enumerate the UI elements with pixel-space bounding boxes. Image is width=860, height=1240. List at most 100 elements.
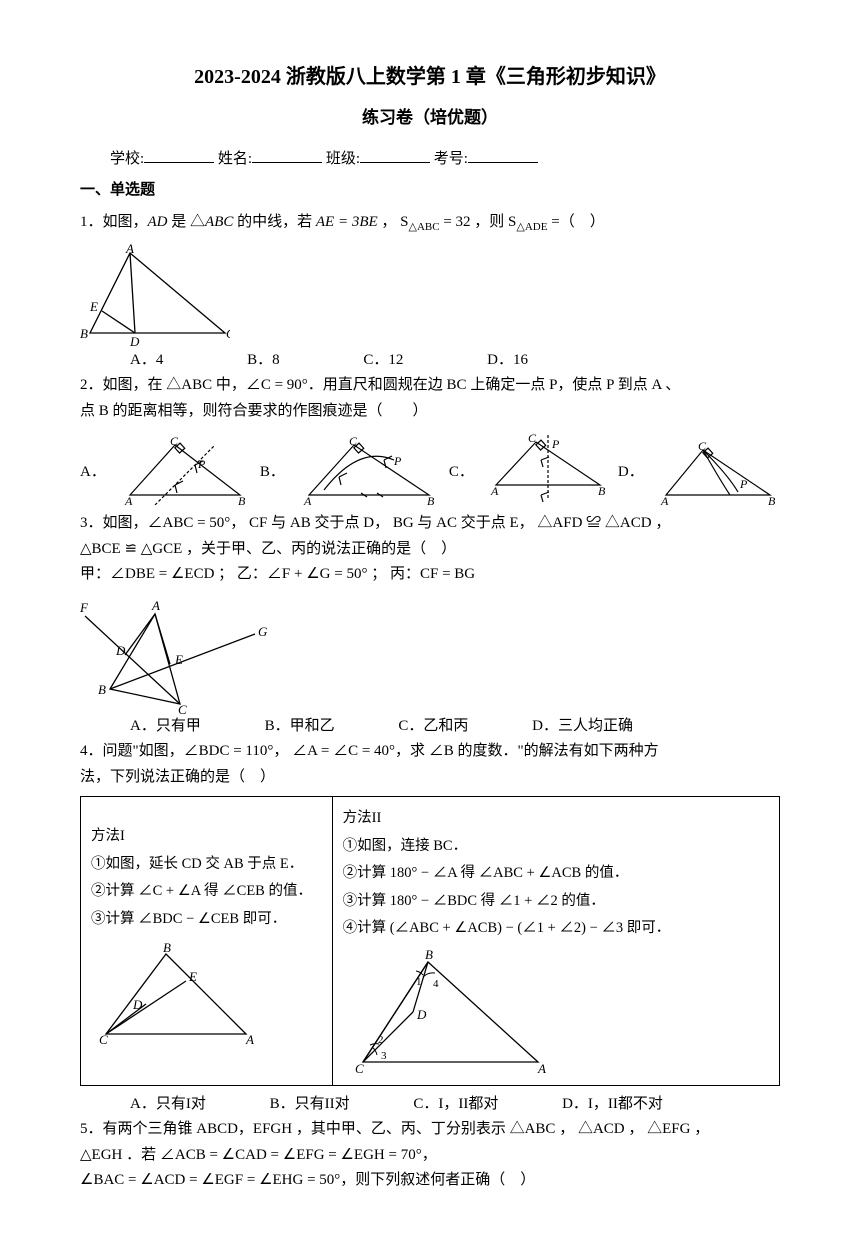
q3-optC: C．乙和丙	[398, 714, 468, 740]
svg-text:P: P	[551, 437, 560, 451]
svg-text:3: 3	[381, 1050, 387, 1062]
q2-figB: A B C P	[299, 435, 439, 505]
q2-labB: B．	[260, 460, 285, 506]
svg-text:A: A	[303, 494, 312, 505]
q4-line1: 4．问题"如图，∠BDC = 110°， ∠A = ∠C = 40°，求 ∠B …	[80, 739, 780, 765]
svg-text:A: A	[245, 1032, 254, 1047]
q5-line2: △EGH ．若 ∠ACB = ∠CAD = ∠EFG = ∠EGH = 70°，	[80, 1143, 780, 1169]
q3-optB: B．甲和乙	[265, 714, 335, 740]
svg-text:B: B	[427, 494, 435, 505]
q3-optD: D．三人均正确	[532, 714, 633, 740]
name-blank	[252, 147, 322, 163]
svg-text:A: A	[124, 494, 133, 505]
q2-labD: D．	[618, 460, 644, 506]
svg-text:P: P	[197, 457, 206, 471]
svg-text:C: C	[170, 435, 179, 448]
q5-line1: 5．有两个三角锥 ABCD，EFGH ，其中甲、乙、丙、丁分别表示 △ABC ，…	[80, 1117, 780, 1143]
svg-text:A: A	[490, 484, 499, 498]
q4-optA: A．只有I对	[130, 1092, 206, 1118]
page-title: 2023-2024 浙教版八上数学第 1 章《三角形初步知识》	[80, 60, 780, 94]
svg-text:B: B	[768, 494, 776, 505]
svg-text:B: B	[98, 682, 106, 697]
svg-text:C: C	[355, 1061, 364, 1076]
q3-line3: 甲：∠DBE = ∠ECD ； 乙：∠F + ∠G = 50° ； 丙：CF =…	[80, 562, 780, 588]
school-label: 学校:	[110, 151, 144, 167]
svg-text:D: D	[129, 334, 140, 348]
svg-text:C: C	[528, 431, 537, 445]
svg-text:D: D	[132, 997, 143, 1012]
svg-text:B: B	[163, 940, 171, 955]
examno-blank	[468, 147, 538, 163]
q4-line2: 法，下列说法正确的是（ ）	[80, 765, 780, 791]
q2-labA: A．	[80, 460, 106, 506]
svg-text:A: A	[537, 1061, 546, 1076]
svg-text:A: A	[151, 598, 160, 613]
q1-optC: C．12	[363, 348, 403, 374]
svg-text:P: P	[739, 477, 748, 491]
svg-text:B: B	[425, 947, 433, 962]
q4-method2: 方法II ①如图，连接 BC． ②计算 180° − ∠A 得 ∠ABC + ∠…	[332, 797, 779, 1086]
page-subtitle: 练习卷（培优题）	[80, 104, 780, 133]
q2-stem2: 点 B 的距离相等，则符合要求的作图痕迹是（ ）	[80, 399, 780, 425]
q4-fig2: B D C A 1 4 2 3	[343, 947, 553, 1077]
svg-text:C: C	[698, 440, 707, 453]
q3-optA: A．只有甲	[130, 714, 201, 740]
q4-table: 方法I ①如图，延长 CD 交 AB 于点 E． ②计算 ∠C + ∠A 得 ∠…	[80, 796, 780, 1086]
svg-text:B: B	[80, 326, 88, 341]
svg-text:D: D	[416, 1007, 427, 1022]
q2-figD: A B C P	[658, 440, 778, 505]
q4-optD: D．I，II都不对	[562, 1092, 663, 1118]
svg-text:G: G	[258, 624, 268, 639]
svg-text:E: E	[188, 969, 197, 984]
svg-text:A: A	[125, 243, 134, 256]
svg-text:1: 1	[416, 976, 422, 988]
q1-figure: A B E D C	[80, 243, 230, 348]
svg-text:C: C	[178, 702, 187, 714]
q4: 4．问题"如图，∠BDC = 110°， ∠A = ∠C = 40°，求 ∠B …	[80, 739, 780, 790]
q2: 2．如图，在 △ABC 中，∠C = 90°．用直尺和圆规在边 BC 上确定一点…	[80, 373, 780, 424]
svg-text:A: A	[660, 494, 669, 505]
q2-figures: A． ABCP B． ABCP C．	[80, 430, 780, 505]
q3-line2: △BCE ≌ △GCE ，关于甲、乙、丙的说法正确的是（ ）	[80, 537, 780, 563]
q4-optB: B．只有II对	[270, 1092, 350, 1118]
svg-text:E: E	[174, 652, 183, 667]
q1-options: A．4 B．8 C．12 D．16	[80, 348, 780, 374]
svg-text:E: E	[89, 299, 98, 314]
q1-optA: A．4	[130, 348, 163, 374]
q1-optB: B．8	[247, 348, 280, 374]
q2-labC: C．	[449, 460, 474, 506]
svg-text:D: D	[115, 643, 126, 658]
q5: 5．有两个三角锥 ABCD，EFGH ，其中甲、乙、丙、丁分别表示 △ABC ，…	[80, 1117, 780, 1194]
name-label: 姓名:	[218, 151, 252, 167]
q3-line1: 3．如图，∠ABC = 50°， CF 与 AB 交于点 D， BG 与 AC …	[80, 511, 780, 537]
svg-text:B: B	[238, 494, 246, 505]
q5-line3: ∠BAC = ∠ACD = ∠EGF = ∠EHG = 50°，则下列叙述何者正…	[80, 1168, 780, 1194]
q2-figA: A B C P	[120, 435, 250, 505]
class-blank	[360, 147, 430, 163]
q4-options: A．只有I对 B．只有II对 C．I，II都对 D．I，II都不对	[80, 1092, 780, 1118]
svg-text:P: P	[393, 454, 402, 468]
svg-text:B: B	[598, 484, 606, 498]
svg-text:F: F	[80, 600, 89, 615]
class-label: 班级:	[326, 151, 360, 167]
q3-options: A．只有甲 B．甲和乙 C．乙和丙 D．三人均正确	[80, 714, 780, 740]
svg-text:C: C	[226, 326, 230, 341]
svg-text:2: 2	[378, 1034, 384, 1046]
q1: 1．如图，AD 是 △ABC 的中线，若 AE = 3BE ， S△ABC = …	[80, 210, 780, 237]
q4-method1: 方法I ①如图，延长 CD 交 AB 于点 E． ②计算 ∠C + ∠A 得 ∠…	[81, 797, 333, 1086]
examno-label: 考号:	[434, 151, 468, 167]
q1-stem: 1．如图，AD 是 △ABC 的中线，若 AE = 3BE ， S△ABC = …	[80, 214, 605, 230]
q4-optC: C．I，II都对	[413, 1092, 498, 1118]
school-blank	[144, 147, 214, 163]
q3: 3．如图，∠ABC = 50°， CF 与 AB 交于点 D， BG 与 AC …	[80, 511, 780, 588]
info-line: 学校: 姓名: 班级: 考号:	[80, 147, 780, 173]
q3-figure: F A G D E B C	[80, 594, 280, 714]
q1-optD: D．16	[487, 348, 528, 374]
section-heading: 一、单选题	[80, 178, 780, 204]
svg-text:C: C	[99, 1032, 108, 1047]
svg-text:C: C	[349, 435, 358, 448]
svg-text:4: 4	[433, 978, 439, 990]
q2-stem1: 2．如图，在 △ABC 中，∠C = 90°．用直尺和圆规在边 BC 上确定一点…	[80, 373, 780, 399]
q4-fig1: B E D C A	[91, 939, 261, 1049]
q2-figC: A B CP	[488, 430, 608, 505]
